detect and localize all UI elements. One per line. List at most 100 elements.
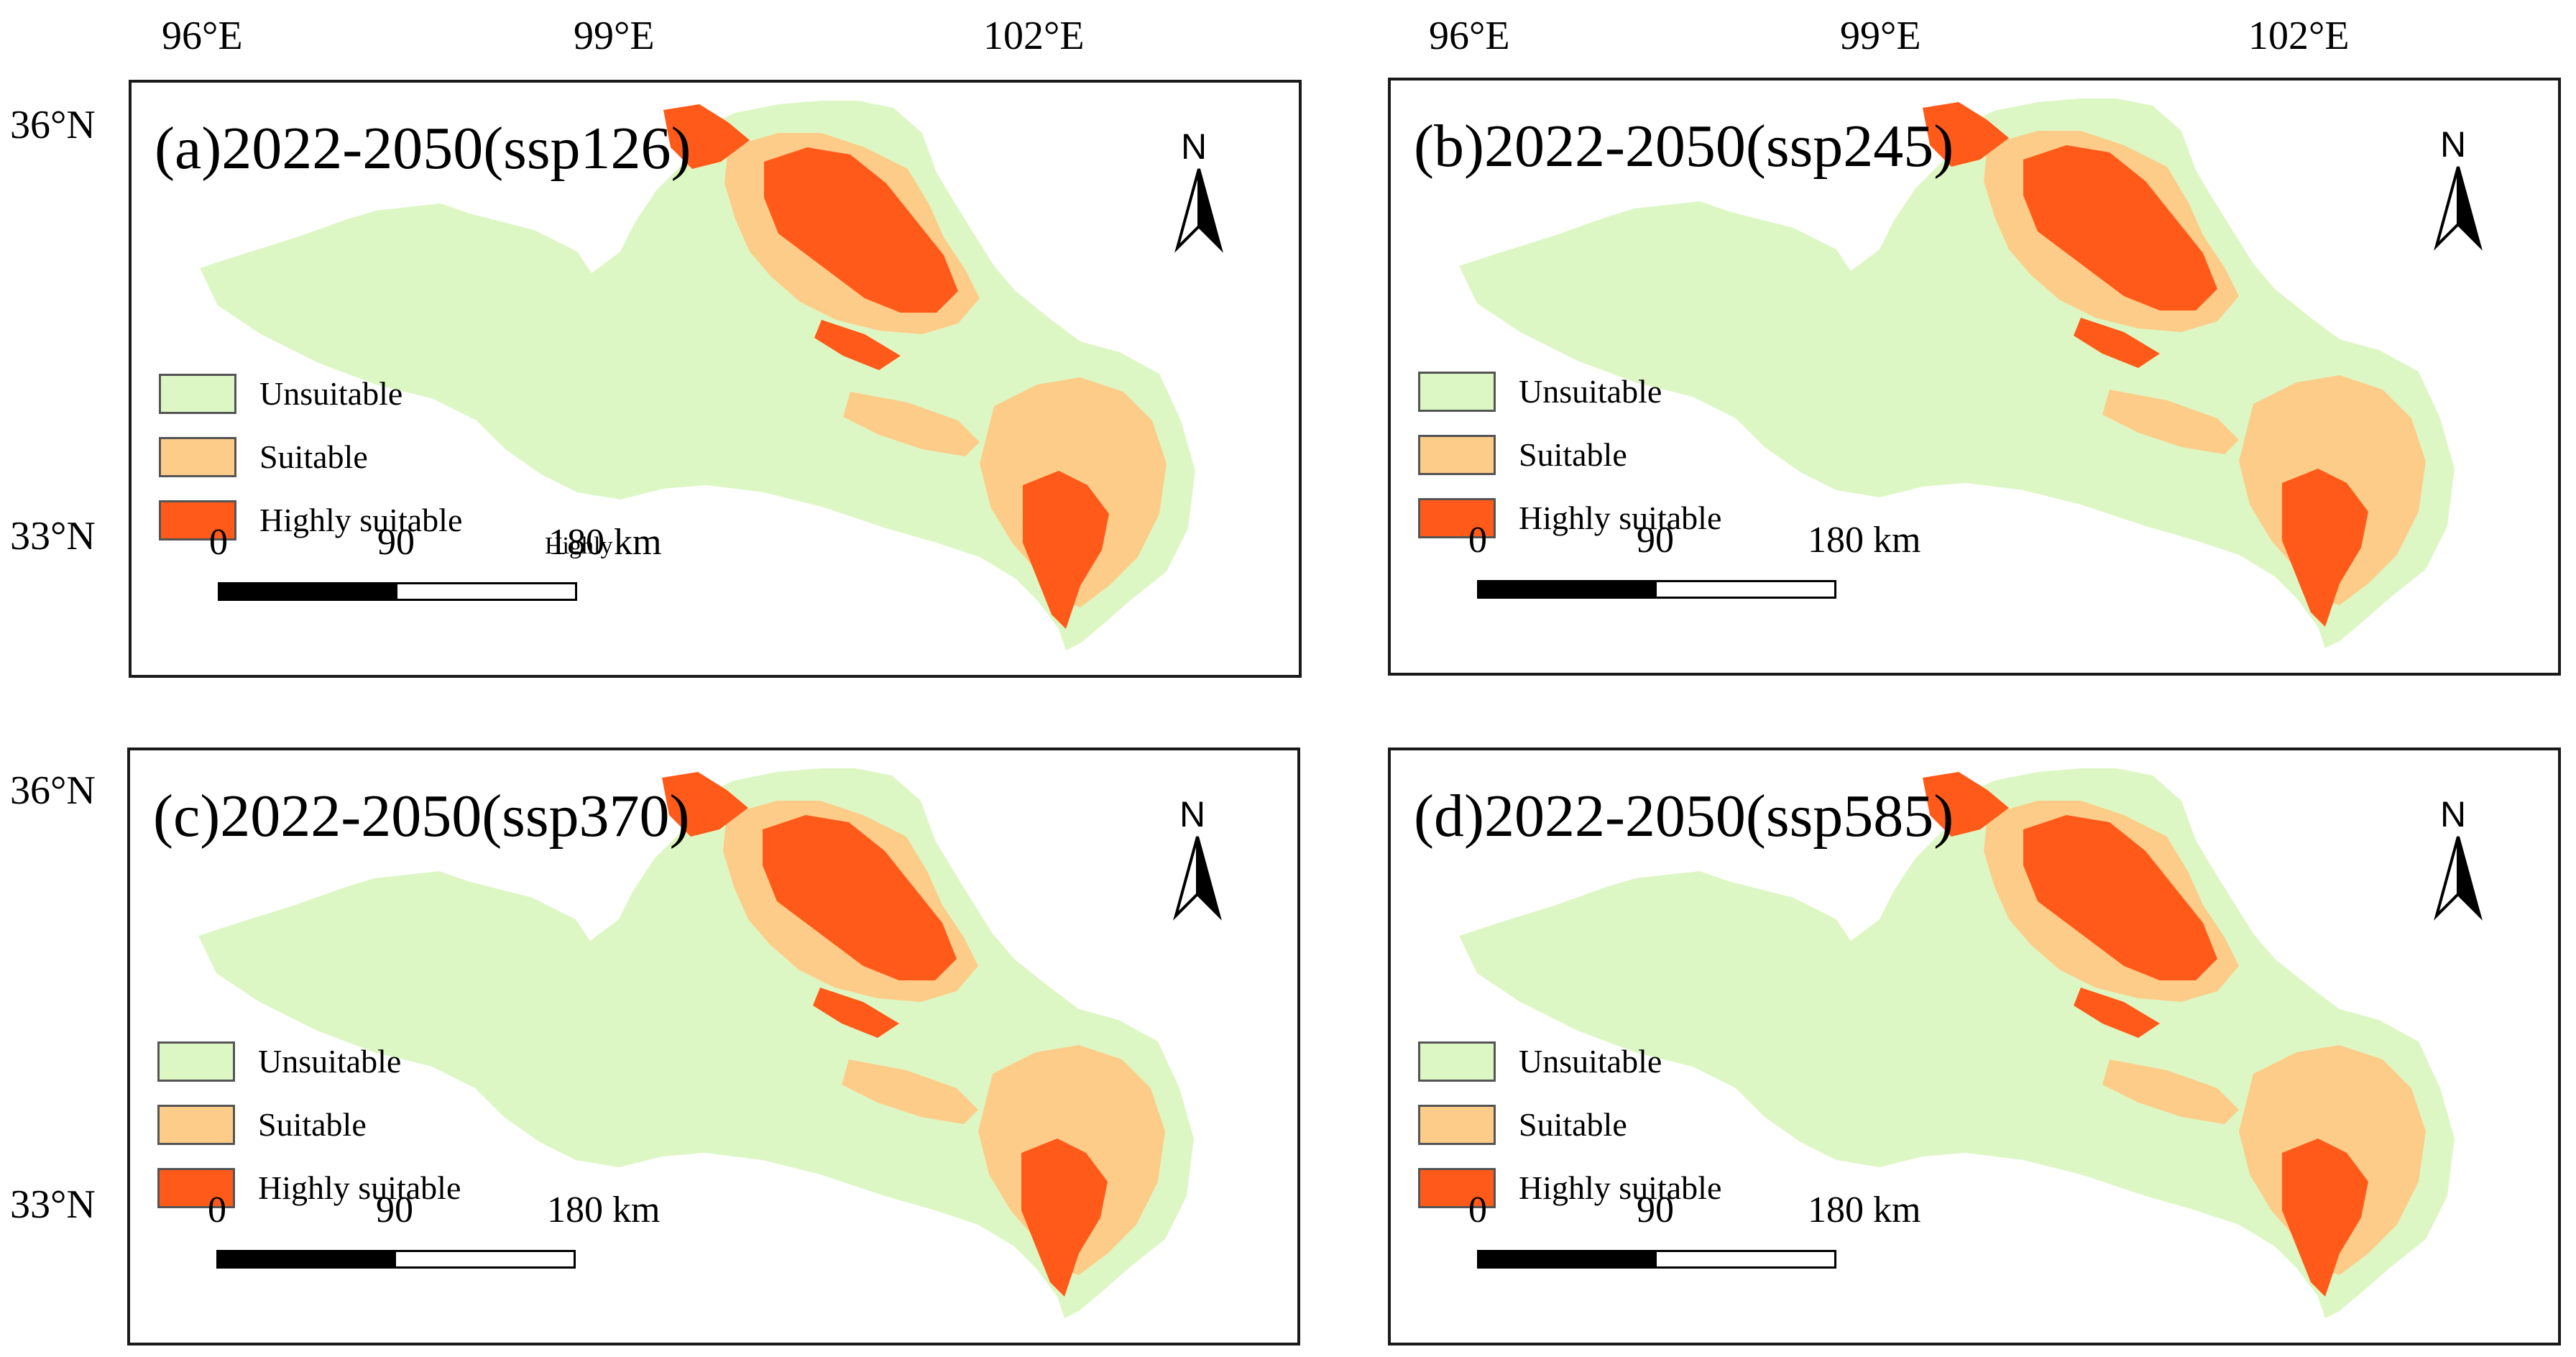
suitable-strip-middle	[2102, 1059, 2239, 1124]
legend-swatch-unsuitable	[1418, 1041, 1496, 1082]
scale-bar-group: 0 90 180 km	[208, 1189, 660, 1289]
panel-title-d: (d)2022-2050(ssp585)	[1414, 783, 1954, 850]
legend-swatch-highly-suitable	[159, 500, 236, 540]
highly-suitable-region-north	[1923, 102, 2009, 167]
lat-label-33n-bottom: 33°N	[10, 1182, 96, 1227]
scale-bar-group: 0 90 180 km	[1468, 1189, 1920, 1289]
panel-title-b: (b)2022-2050(ssp245)	[1414, 113, 1954, 180]
lon-label-96e-left: 96°E	[162, 14, 243, 58]
suitability-map	[200, 101, 1195, 650]
lon-label-99e-left: 99°E	[574, 14, 655, 58]
unsuitable-region	[1459, 768, 2455, 1318]
suitability-map	[198, 768, 1194, 1318]
lat-label-36n-bottom: 36°N	[10, 768, 96, 813]
map-panel-b: (b)2022-2050(ssp245) N Unsuitable Suitab…	[1388, 78, 2561, 676]
map-panel-d: (d)2022-2050(ssp585) N Unsuitable Suitab…	[1388, 748, 2561, 1346]
north-arrow-label: N	[1179, 794, 1206, 834]
highly-suitable-region-core	[763, 815, 957, 980]
highly-suitable-region-mid	[814, 320, 901, 370]
north-arrow-label: N	[1181, 126, 1208, 167]
legend-label-highly-suitable: Highly suitable	[1519, 500, 1722, 536]
highly-suitable-region-mid	[2074, 318, 2160, 368]
scale-label-0: 0	[1468, 520, 1487, 561]
highly-suitable-region-north	[662, 772, 748, 837]
scale-bar	[216, 1250, 576, 1269]
scale-label-180: 180 km	[1808, 520, 1921, 561]
lon-label-99e-right: 99°E	[1840, 14, 1921, 58]
stray-label: Highly	[545, 533, 613, 559]
highly-suitable-region-south	[2282, 469, 2368, 627]
scale-bar-black-segment	[1479, 1252, 1657, 1266]
unsuitable-region	[1459, 98, 2455, 648]
scale-bar-black-segment	[218, 1252, 396, 1266]
scale-label-0: 0	[1468, 1190, 1487, 1230]
highly-suitable-region-mid	[2074, 988, 2160, 1038]
scale-label-0: 0	[208, 1190, 226, 1230]
north-arrow-icon	[1173, 836, 1222, 921]
scale-label-90: 90	[376, 1190, 413, 1230]
highly-suitable-region-south	[1023, 471, 1109, 629]
legend-label-unsuitable: Unsuitable	[1519, 1043, 1662, 1080]
legend-swatch-highly-suitable	[157, 1168, 235, 1208]
legend-label-unsuitable: Unsuitable	[259, 375, 403, 412]
legend-label-suitable: Suitable	[258, 1106, 367, 1143]
lat-label-36n-top: 36°N	[10, 103, 96, 147]
highly-suitable-region-core	[2023, 145, 2217, 310]
legend-label-highly-suitable: Highly suitable	[258, 1169, 461, 1206]
lon-label-96e-right: 96°E	[1429, 14, 1510, 58]
unsuitable-region	[198, 768, 1194, 1318]
legend-label-suitable: Suitable	[1519, 1106, 1627, 1143]
scale-label-180: 180 km	[547, 1190, 661, 1230]
scale-bar	[1477, 580, 1836, 599]
scale-label-90: 90	[377, 522, 415, 563]
scale-bar-group: 0 90 180 km	[1468, 519, 1920, 620]
map-panel-a: (a)2022-2050(ssp126) N Unsuitable Suitab…	[129, 80, 1302, 678]
scale-label-90: 90	[1637, 520, 1674, 561]
panel-title-a: (a)2022-2050(ssp126)	[155, 115, 691, 182]
north-arrow-label: N	[2440, 124, 2467, 165]
lat-label-33n-top: 33°N	[10, 514, 96, 558]
legend-label-unsuitable: Unsuitable	[1519, 373, 1662, 410]
lon-label-102e-right: 102°E	[2248, 14, 2350, 58]
highly-suitable-region-core	[2023, 815, 2217, 980]
legend-label-suitable: Suitable	[259, 438, 368, 475]
scale-bar-group: 0 90 180 km	[209, 521, 661, 622]
legend-label-highly-suitable: Highly suitable	[1519, 1169, 1722, 1206]
legend-swatch-suitable	[157, 1105, 235, 1145]
north-arrow-icon	[2434, 166, 2483, 251]
scale-label-180: 180 km	[1808, 1190, 1921, 1230]
legend-label-suitable: Suitable	[1519, 436, 1627, 473]
suitable-strip-middle	[842, 1059, 978, 1124]
scale-bar	[218, 582, 577, 601]
map-panel-c: (c)2022-2050(ssp370) N Unsuitable Suitab…	[127, 748, 1300, 1346]
highly-suitable-region-south	[1021, 1138, 1108, 1297]
legend-swatch-highly-suitable	[1418, 1168, 1496, 1208]
legend-swatch-suitable	[1418, 435, 1496, 475]
north-arrow-icon	[1174, 168, 1223, 253]
highly-suitable-region-north	[663, 104, 750, 169]
scale-bar-black-segment	[220, 584, 397, 599]
highly-suitable-region-core	[764, 147, 958, 313]
highly-suitable-region-south	[2282, 1138, 2368, 1297]
scale-label-0: 0	[209, 522, 228, 563]
suitable-strip-middle	[2102, 390, 2239, 454]
highly-suitable-region-mid	[813, 988, 899, 1038]
legend-label-highly-suitable: Highly suitable	[259, 502, 463, 538]
legend-label-unsuitable: Unsuitable	[258, 1043, 402, 1080]
suitability-map	[1459, 768, 2455, 1318]
legend-swatch-unsuitable	[157, 1041, 235, 1082]
suitability-map	[1459, 98, 2455, 648]
scale-bar-black-segment	[1479, 582, 1657, 597]
highly-suitable-region-north	[1923, 772, 2009, 837]
legend-swatch-unsuitable	[1418, 372, 1496, 412]
scale-label-90: 90	[1637, 1190, 1674, 1230]
lon-label-102e-left: 102°E	[983, 14, 1085, 58]
north-arrow-icon	[2434, 836, 2483, 921]
legend-swatch-highly-suitable	[1418, 498, 1496, 538]
suitable-strip-middle	[843, 392, 980, 456]
scale-label-180: 180 km	[548, 522, 662, 563]
legend-swatch-unsuitable	[159, 374, 236, 414]
unsuitable-region	[200, 101, 1195, 650]
north-arrow-label: N	[2440, 794, 2467, 834]
legend-swatch-suitable	[159, 437, 236, 477]
